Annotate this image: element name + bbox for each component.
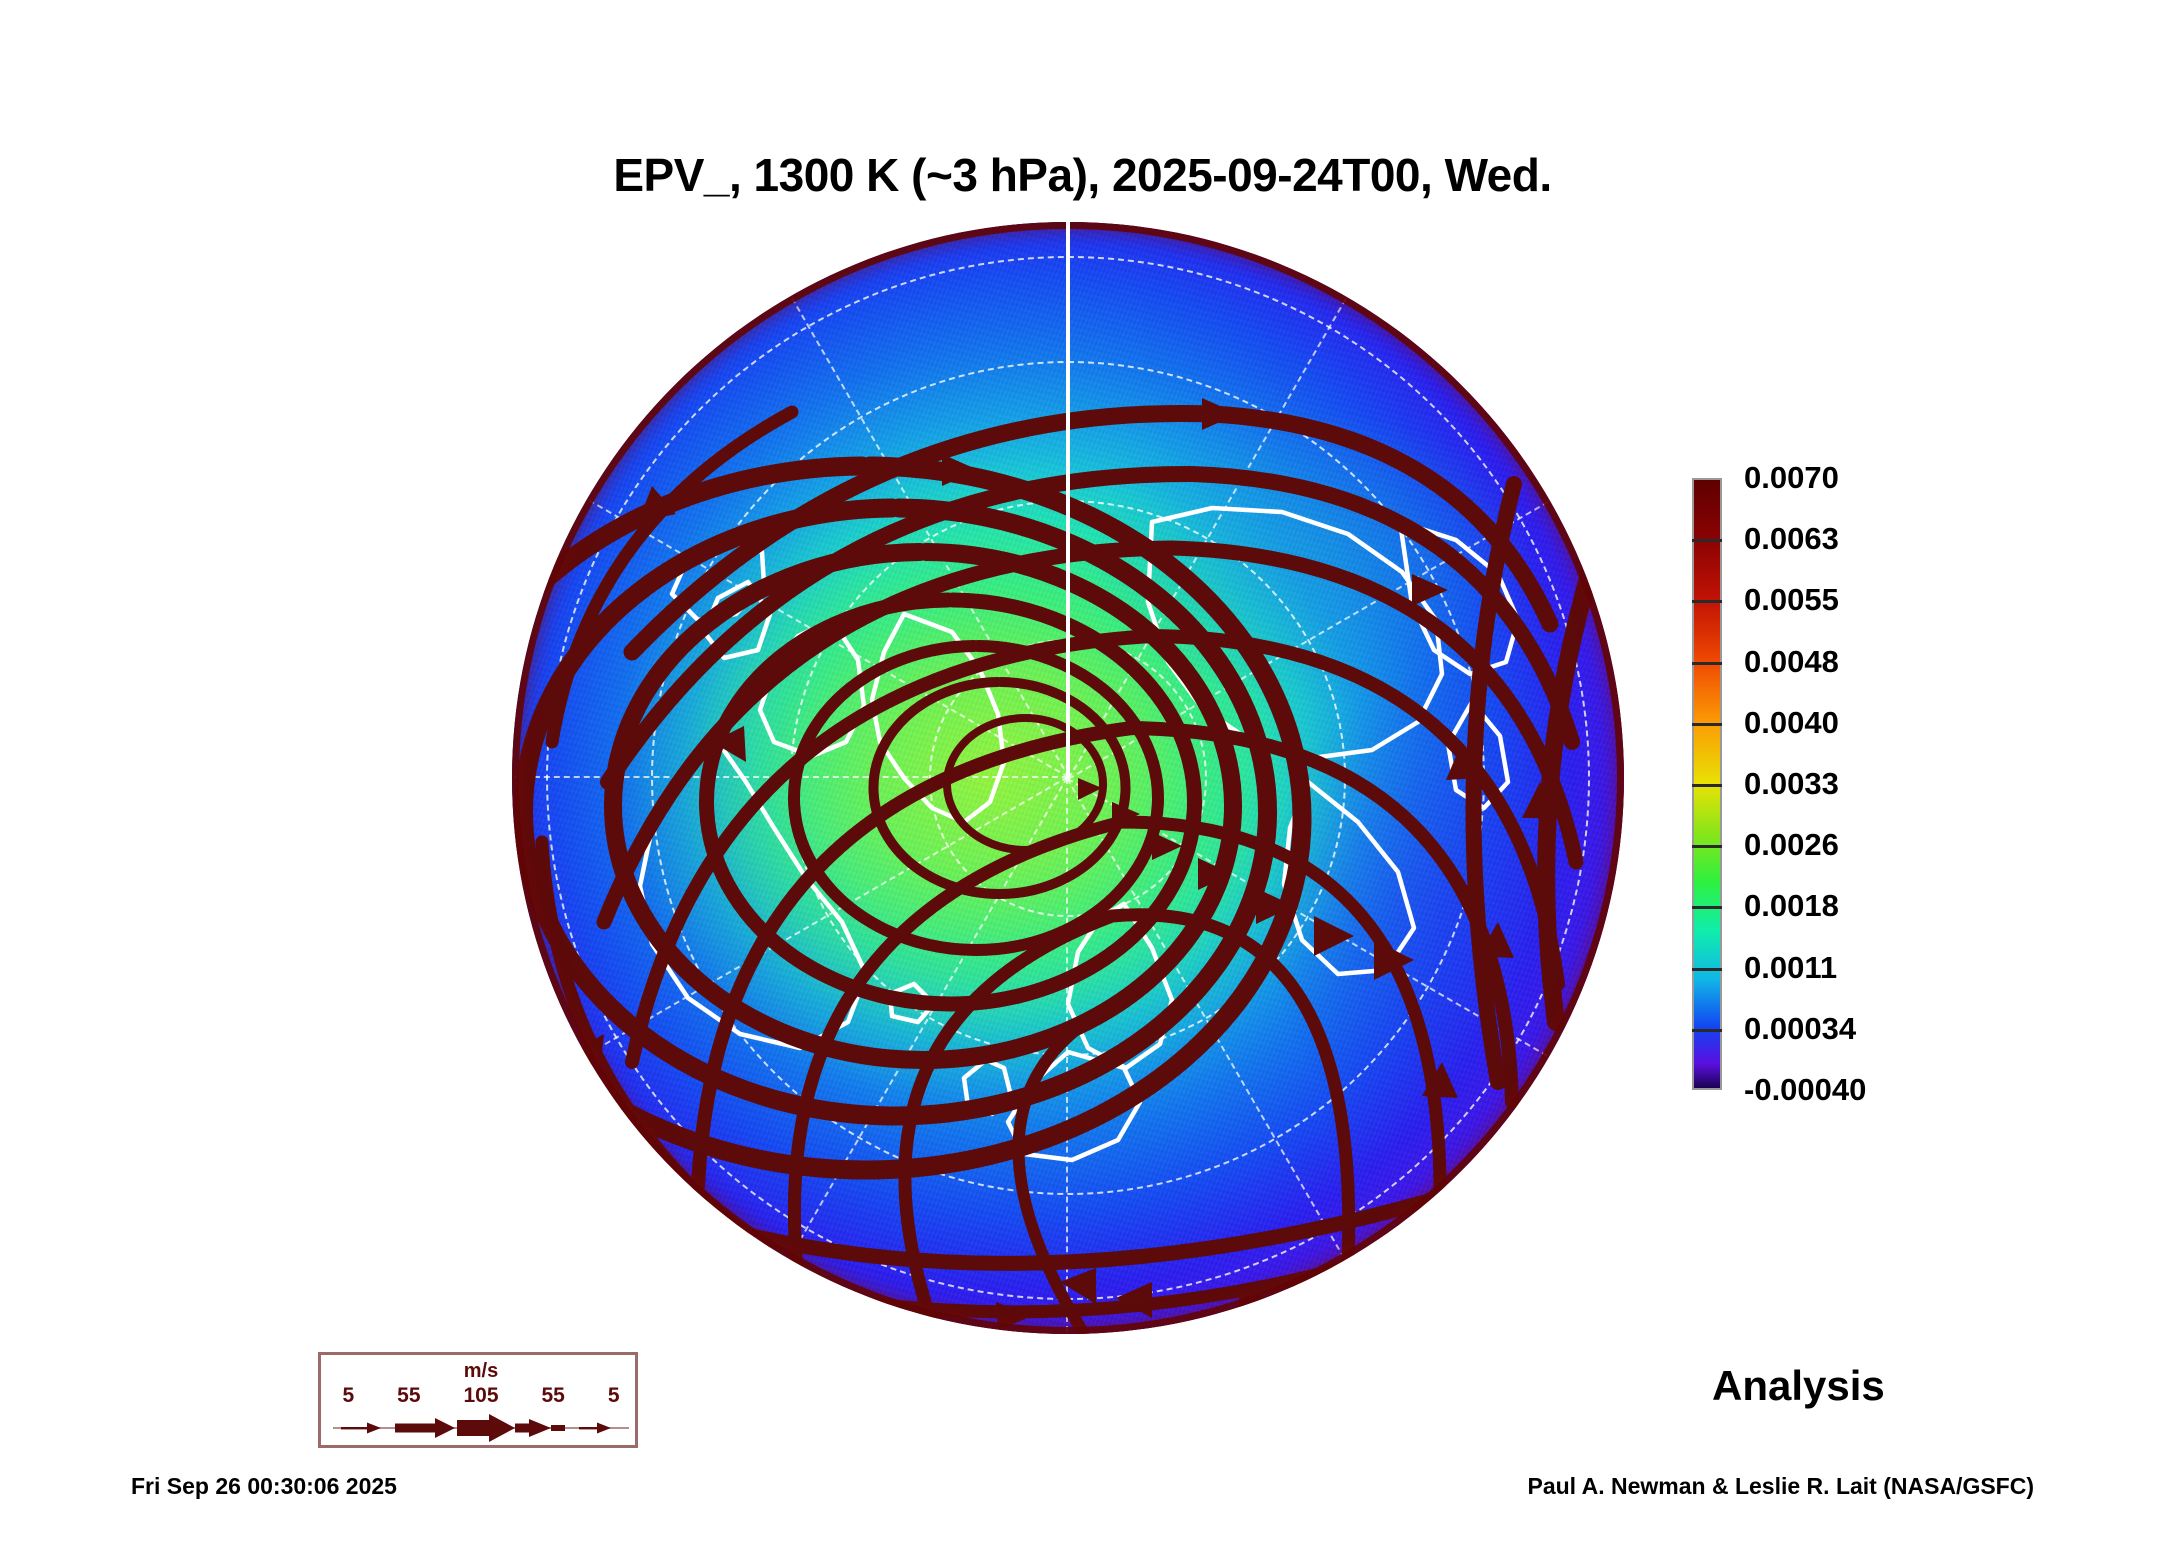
colorbar-tick bbox=[1692, 1029, 1722, 1032]
colorbar-label-9: 0.00034 bbox=[1744, 1011, 1857, 1046]
wind-speed-key: m/s 5 55 105 55 5 bbox=[318, 1352, 638, 1448]
page-title: EPV_, 1300 K (~3 hPa), 2025-09-24T00, We… bbox=[613, 149, 1552, 201]
colorbar-label-0: 0.0070 bbox=[1744, 460, 1839, 495]
colorbar-tick bbox=[1692, 723, 1722, 726]
generation-timestamp: Fri Sep 26 00:30:06 2025 bbox=[131, 1473, 397, 1499]
polar-map bbox=[512, 222, 1624, 1334]
streamline bbox=[898, 908, 1356, 1331]
streamline bbox=[596, 540, 1584, 930]
streamline bbox=[623, 404, 1559, 661]
analysis-label: Analysis bbox=[1712, 1362, 1885, 1409]
globe-disc bbox=[512, 222, 1624, 1334]
streamline bbox=[604, 543, 1242, 1069]
wind-key-tick-labels: 5 55 105 55 5 bbox=[321, 1384, 641, 1408]
streamline bbox=[624, 1174, 1500, 1271]
streamline bbox=[691, 720, 1519, 1193]
colorbar-label-7: 0.0018 bbox=[1744, 888, 1839, 923]
streamline-arrow bbox=[1422, 1062, 1458, 1098]
colorbar-tick bbox=[1692, 662, 1722, 665]
wind-key-tick: 105 bbox=[463, 1384, 499, 1407]
wind-key-unit-label: m/s bbox=[463, 1360, 499, 1382]
streamline-arrow bbox=[1522, 782, 1558, 818]
prime-meridian-line bbox=[1066, 222, 1070, 778]
streamline-arrow bbox=[1078, 778, 1102, 800]
colorbar-label-6: 0.0026 bbox=[1744, 827, 1839, 862]
wind-streamlines bbox=[512, 398, 1605, 1334]
colorbar-label-8: 0.0011 bbox=[1744, 950, 1838, 985]
streamline bbox=[1537, 543, 1605, 1031]
streamline bbox=[545, 405, 799, 749]
wind-key-tick: 5 bbox=[342, 1384, 355, 1407]
author-credit: Paul A. Newman & Leslie R. Lait (NASA/GS… bbox=[1527, 1473, 2034, 1499]
colorbar-label-3: 0.0048 bbox=[1744, 644, 1839, 679]
streamline-arrow bbox=[1152, 832, 1182, 860]
streamline bbox=[1012, 1002, 1114, 1334]
streamline-arrow bbox=[1412, 574, 1448, 606]
wind-key-tick: 55 bbox=[541, 1384, 565, 1407]
streamline bbox=[787, 815, 1447, 1285]
streamline-arrow bbox=[1202, 398, 1238, 430]
streamline-arrow bbox=[638, 486, 676, 522]
wind-key-tick: 55 bbox=[397, 1384, 421, 1407]
colorbar-label-5: 0.0033 bbox=[1744, 766, 1839, 801]
colorbar-label-1: 0.0063 bbox=[1744, 521, 1839, 556]
colorbar-tick bbox=[1692, 845, 1722, 848]
wind-key-tick: 5 bbox=[607, 1384, 620, 1407]
wind-key-arrow-scale bbox=[333, 1414, 629, 1442]
colorbar-tick bbox=[1692, 968, 1722, 971]
streamline-arrow bbox=[712, 726, 746, 762]
streamline-arrow bbox=[942, 454, 978, 486]
streamline-arrow bbox=[1238, 1284, 1272, 1318]
colorbar-tick bbox=[1692, 539, 1722, 542]
streamline-arrow bbox=[1314, 916, 1354, 956]
colorbar-tick bbox=[1692, 600, 1722, 603]
streamline-arrow bbox=[1446, 742, 1482, 780]
streamline bbox=[625, 628, 1565, 1069]
colorbar-tick bbox=[1692, 906, 1722, 909]
streamline-arrow bbox=[572, 1034, 604, 1070]
streamline-arrow bbox=[1256, 888, 1294, 924]
colorbar-tick bbox=[1692, 784, 1722, 787]
colorbar-label-2: 0.0055 bbox=[1744, 582, 1839, 617]
streamline bbox=[788, 640, 1164, 956]
streamline-arrow bbox=[1060, 1268, 1096, 1304]
colorbar-label-4: 0.0040 bbox=[1744, 705, 1839, 740]
colorbar-label-10: -0.00040 bbox=[1744, 1072, 1867, 1107]
streamline bbox=[691, 1235, 1439, 1319]
